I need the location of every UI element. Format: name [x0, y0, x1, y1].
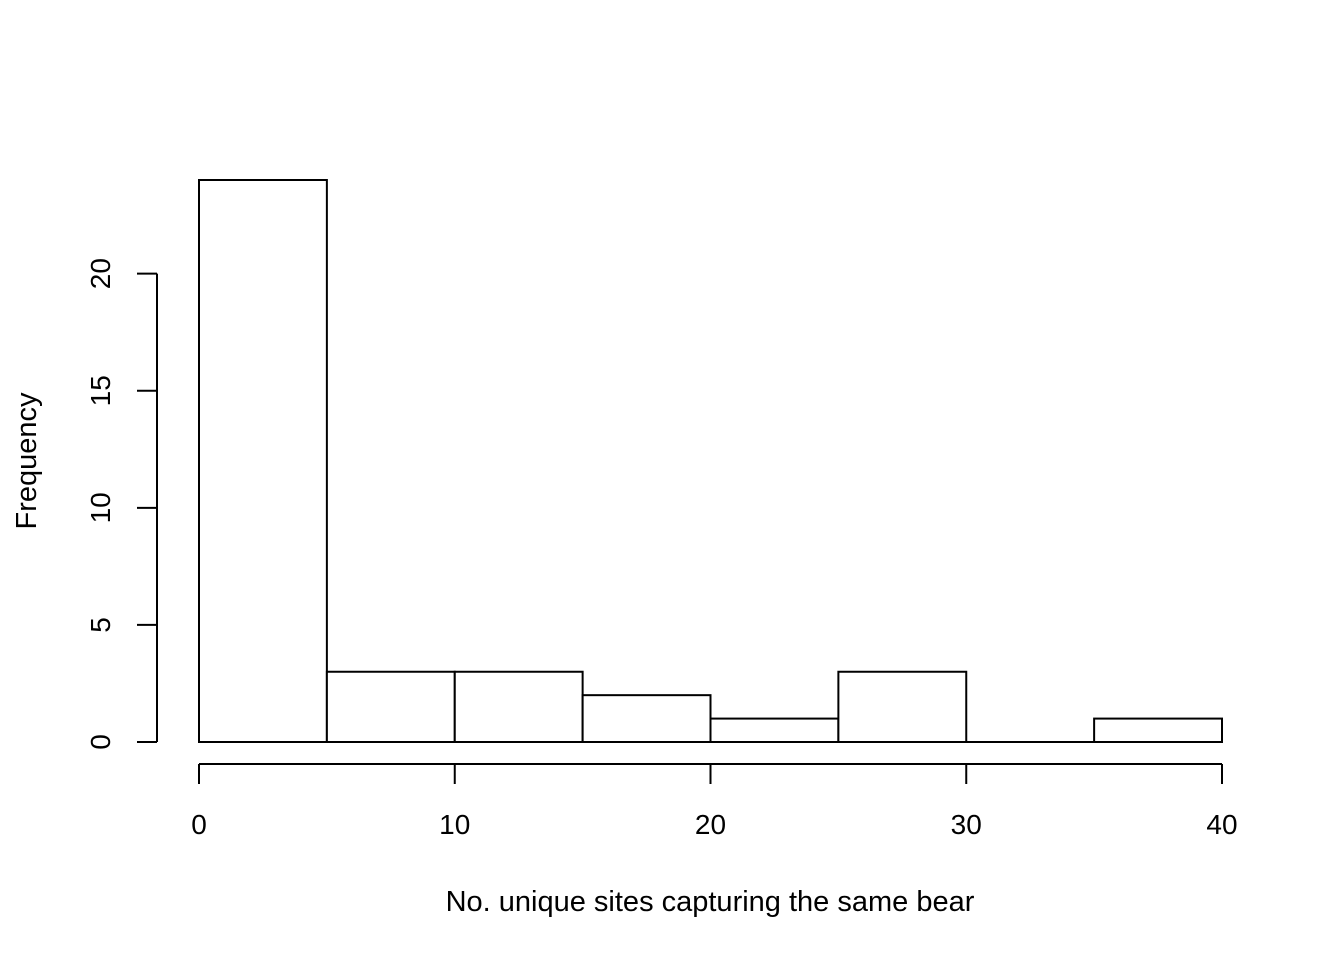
histogram-bar-10-15: [453, 670, 584, 743]
histogram-bar-5-10: [325, 670, 456, 743]
y-tick-label: 15: [85, 375, 116, 406]
histogram-bar-15-20: [581, 694, 712, 744]
histogram-bar-35-40: [1093, 717, 1223, 743]
y-axis: 0 5 10 15 20: [85, 258, 158, 750]
y-tick-label: 20: [85, 258, 116, 289]
y-tick-label: 10: [85, 492, 116, 523]
y-axis-title: Frequency: [11, 392, 43, 530]
x-tick-label: 10: [439, 809, 470, 840]
x-axis-title: No. unique sites capturing the same bear: [446, 886, 975, 918]
x-tick-label: 30: [951, 809, 982, 840]
histogram-bar-25-30: [837, 670, 968, 743]
histogram-bar-0-5: [198, 179, 328, 743]
x-axis: 0 10 20 30 40: [191, 763, 1238, 840]
histogram-bar-20-25: [709, 717, 840, 743]
y-tick-label: 5: [85, 617, 116, 633]
x-tick-label: 20: [695, 809, 726, 840]
bars-layer: [198, 179, 1223, 744]
x-tick-label: 40: [1206, 809, 1237, 840]
y-tick-label: 0: [85, 734, 116, 750]
x-tick-label: 0: [191, 809, 207, 840]
